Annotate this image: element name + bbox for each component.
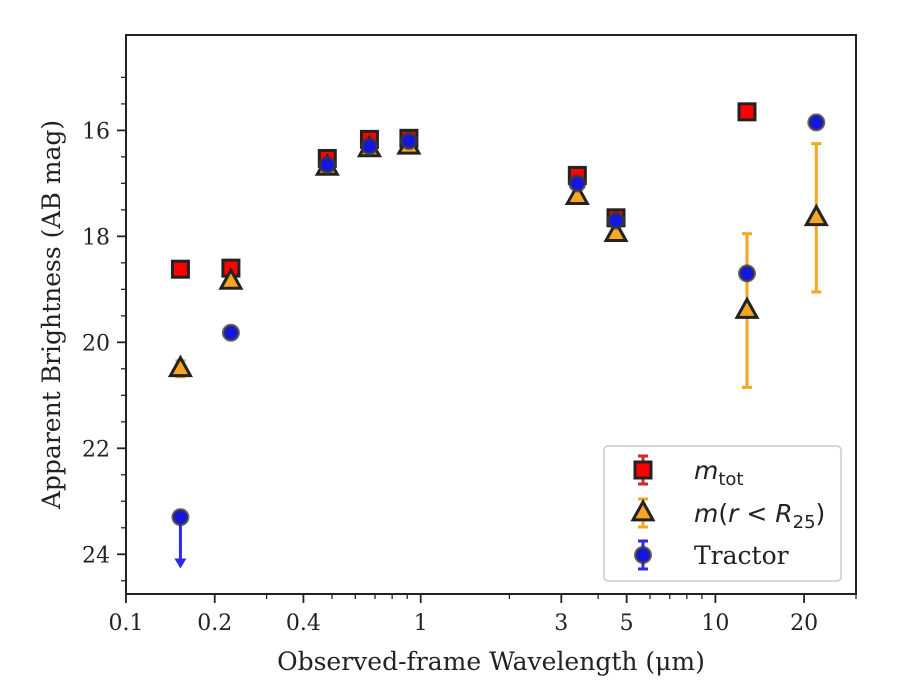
x-axis-label: Observed-frame Wavelength (μm) — [277, 647, 705, 676]
data-point — [737, 264, 756, 283]
x-tick-label: 0.1 — [109, 611, 144, 636]
data-point — [803, 203, 829, 227]
data-point — [607, 211, 626, 230]
x-tick-label: 3 — [554, 611, 568, 636]
x-axis-ticks: 0.1 0.2 0.4 1 3 5 10 20 — [109, 594, 857, 636]
data-point — [568, 174, 587, 193]
data-point — [399, 131, 418, 150]
y-tick-label: 18 — [82, 225, 110, 250]
series-2 — [171, 113, 826, 569]
legend: mtot m(r < R25) Tractor — [603, 445, 842, 582]
data-point — [171, 508, 190, 527]
plot-frame — [125, 34, 857, 595]
data-point — [318, 155, 337, 174]
y-axis-label: Apparent Brightness (AB mag) — [37, 120, 66, 510]
y-tick-label: 20 — [82, 331, 110, 356]
data-point — [170, 259, 190, 279]
data-point — [564, 182, 590, 205]
x-tick-label: 0.2 — [197, 611, 232, 636]
data-point — [603, 219, 629, 243]
data-point — [807, 113, 826, 132]
legend-label: Tractor — [694, 541, 789, 570]
y-tick-label: 16 — [82, 119, 110, 144]
data-point — [167, 354, 193, 378]
legend-box — [603, 445, 842, 582]
series-1 — [167, 132, 829, 389]
data-point — [734, 296, 760, 319]
data-point — [360, 137, 379, 156]
y-tick-label: 22 — [82, 437, 110, 462]
legend-item: mtot — [633, 454, 744, 490]
legend-label: mtot — [694, 456, 744, 490]
data-point — [737, 102, 757, 122]
data-point — [221, 323, 240, 342]
legend-item: m(r < R25) — [630, 497, 825, 533]
x-tick-label: 0.4 — [286, 611, 321, 636]
data-marks — [167, 102, 829, 569]
x-tick-label: 20 — [790, 611, 818, 636]
data-point — [218, 267, 244, 290]
legend-marker — [630, 498, 656, 522]
legend-marker — [633, 460, 653, 480]
legend-item: Tractor — [634, 539, 789, 571]
legend-label: m(r < R25) — [694, 499, 825, 533]
legend-marker — [634, 546, 652, 564]
series-0 — [170, 102, 757, 279]
x-tick-label: 10 — [701, 611, 729, 636]
y-axis-ticks: 16 18 20 22 24 — [82, 76, 126, 582]
x-tick-label: 1 — [414, 611, 428, 636]
x-tick-label: 5 — [620, 611, 634, 636]
y-tick-label: 24 — [82, 543, 110, 568]
